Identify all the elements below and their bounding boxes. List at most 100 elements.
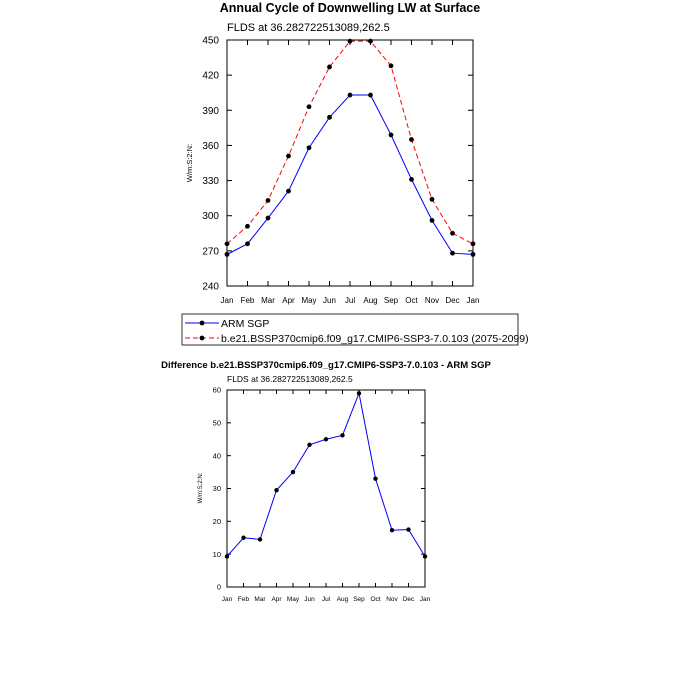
chart1-point — [306, 104, 312, 110]
chart1-point — [327, 114, 332, 120]
chart2-ytick-label: 20 — [213, 517, 221, 526]
chart2-point — [274, 487, 279, 493]
chart2-xtick-label: Jan — [420, 596, 431, 603]
chart1-point — [368, 92, 373, 98]
chart2-xtick-label: Aug — [337, 596, 349, 603]
chart1-point — [347, 92, 353, 98]
chart1-subtitle: FLDS at 36.282722513089,262.5 — [227, 22, 390, 34]
chart2-xtick-label: Oct — [370, 596, 380, 603]
chart1-point — [388, 132, 394, 138]
chart1-point — [470, 251, 476, 257]
chart2-xtick-label: Jan — [222, 596, 233, 603]
chart2-point — [257, 537, 263, 542]
chart2-ytick-label: 30 — [213, 484, 221, 493]
chart2-xtick-label: Dec — [403, 596, 415, 603]
chart1-ticks — [226, 39, 474, 287]
chart2-point — [323, 437, 329, 442]
chart1-ytick-label: 300 — [202, 211, 219, 222]
chart1-y-tick-labels: 240 270 300 330 360 390 420 450 — [202, 36, 219, 293]
chart1-series-line-0 — [226, 94, 474, 255]
chart1-series — [224, 38, 476, 257]
chart2-y-tick-labels: 0 10 20 30 40 50 60 — [213, 386, 221, 592]
chart1-point — [450, 250, 455, 256]
chart1-xtick-label: Nov — [425, 296, 439, 305]
chart1-plot-frame — [226, 39, 474, 287]
chart2-xtick-label: May — [287, 596, 300, 603]
chart2-point — [224, 554, 230, 559]
chart2-point — [241, 535, 246, 540]
chart2-xtick-label: Apr — [271, 596, 282, 603]
chart1-point — [224, 241, 230, 247]
chart1-ytick-label: 240 — [202, 282, 219, 293]
chart1-ytick-label: 390 — [202, 106, 219, 117]
chart1-xtick-label: May — [301, 296, 316, 305]
chart1-legend: ARM SGP b.e21.BSSP370cmip6.f09_g17.CMIP6… — [181, 313, 529, 346]
chart2-x-tick-labels: Jan Feb Mar Apr May Jun Jul Aug Sep Oct Nov Dec Jan — [222, 596, 431, 603]
chart2-xtick-label: Sep — [353, 596, 365, 603]
chart2-xtick-label: Nov — [386, 596, 398, 603]
chart1-point — [429, 196, 435, 202]
chart1-title: Annual Cycle of Downwelling LW at Surfac… — [220, 1, 480, 15]
chart2-series-line-0 — [226, 391, 426, 557]
chart1-ytick-label: 270 — [202, 246, 219, 257]
chart1-xtick-label: Mar — [261, 296, 275, 305]
legend-label-arm: ARM SGP — [221, 318, 269, 330]
chart2-xtick-label: Jul — [322, 596, 331, 603]
chart2-point — [389, 527, 395, 533]
chart2-plot-frame — [226, 389, 426, 588]
legend-marker-model — [199, 335, 205, 341]
chart1-point — [409, 177, 414, 182]
chart2-ytick-label: 0 — [217, 583, 221, 592]
chart2-title: Difference b.e21.BSSP370cmip6.f09_g17.CM… — [161, 360, 491, 371]
chart1-point — [286, 188, 291, 194]
chart1-ytick-label: 420 — [202, 71, 219, 82]
chart2-point — [307, 442, 312, 448]
chart1-point — [450, 230, 455, 236]
chart1-point — [368, 38, 373, 44]
chart1-xtick-label: Jan — [467, 296, 480, 305]
legend-label-model: b.e21.BSSP370cmip6.f09_g17.CMIP6-SSP3-7.… — [221, 333, 529, 345]
legend-frame — [181, 313, 519, 346]
chart1-xtick-label: Jun — [323, 296, 336, 305]
chart1-point — [409, 137, 414, 142]
chart2-point — [373, 476, 378, 481]
chart1-ytick-label: 330 — [202, 176, 219, 187]
chart1-xtick-label: Sep — [384, 296, 399, 305]
chart2-ytick-label: 60 — [213, 386, 221, 395]
chart2-series — [224, 391, 428, 559]
chart1-xtick-label: Jan — [221, 296, 234, 305]
chart1-xtick-label: Aug — [363, 296, 377, 305]
chart1-point — [286, 153, 291, 159]
chart1-xtick-label: Oct — [405, 296, 418, 305]
legend-marker-arm — [199, 320, 205, 326]
panel-1: Annual Cycle of Downwelling LW at Surfac… — [181, 1, 529, 346]
chart1-ytick-label: 450 — [202, 36, 219, 47]
chart2-point — [340, 433, 345, 438]
chart2-xtick-label: Jun — [304, 596, 315, 603]
chart2-ticks — [226, 389, 426, 588]
chart2-subtitle: FLDS at 36.282722513089,262.5 — [227, 374, 353, 384]
chart2-point — [356, 391, 362, 396]
chart1-point — [388, 63, 394, 69]
chart1-point — [470, 241, 476, 247]
chart1-point — [347, 38, 353, 44]
chart1-xtick-label: Dec — [445, 296, 459, 305]
chart1-point — [306, 145, 312, 151]
chart1-point — [245, 223, 250, 229]
chart1-x-tick-labels: Jan Feb Mar Apr May Jun Jul Aug Sep Oct Nov Dec Jan — [221, 296, 480, 305]
chart2-ytick-label: 40 — [213, 451, 221, 460]
chart1-ytick-label: 360 — [202, 141, 219, 152]
panel-2: Difference b.e21.BSSP370cmip6.f09_g17.CM… — [161, 360, 491, 603]
chart1-point — [265, 215, 271, 221]
chart1-point — [429, 218, 435, 223]
chart1-xtick-label: Apr — [282, 296, 295, 305]
chart2-point — [422, 554, 428, 559]
chart2-ytick-label: 10 — [213, 550, 221, 559]
chart2-y-axis-label: W/m:S:2:N: — [198, 472, 204, 503]
chart2-point — [406, 527, 411, 532]
chart1-y-axis-label: W/m:S:2:N: — [185, 144, 194, 182]
chart1-point — [224, 251, 230, 257]
chart2-point — [290, 469, 296, 475]
chart2-xtick-label: Feb — [238, 596, 250, 603]
